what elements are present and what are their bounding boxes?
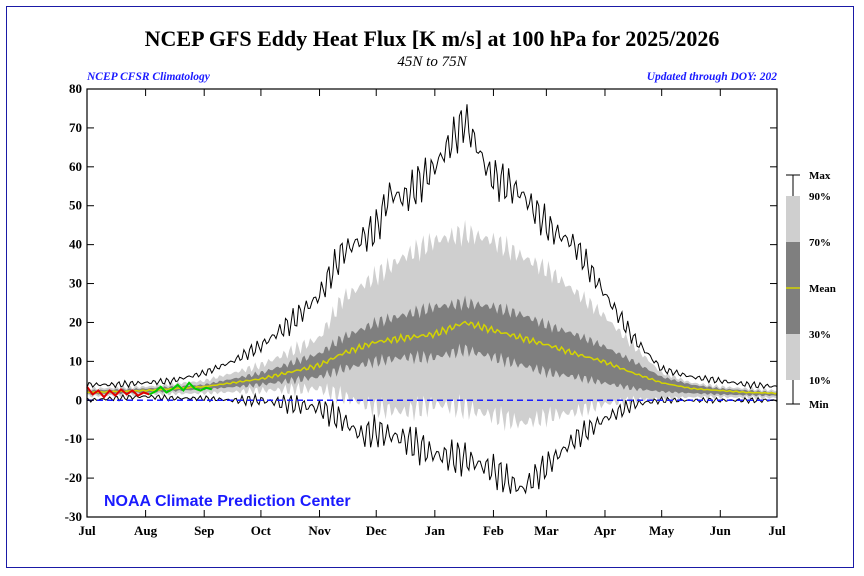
y-tick-label: 20 — [69, 314, 82, 329]
x-tick-label: Dec — [366, 523, 387, 538]
chart-subtitle: 45N to 75N — [397, 54, 467, 70]
legend-label: 70% — [809, 237, 831, 249]
x-tick-label: Jun — [710, 523, 732, 538]
max-line — [86, 104, 778, 390]
y-tick-label: 0 — [76, 392, 83, 407]
chart-frame — [6, 6, 854, 568]
legend-label: 10% — [809, 375, 831, 387]
updated-note: Updated through DOY: 202 — [647, 71, 777, 83]
legend-label: 90% — [809, 191, 831, 203]
y-tick-label: 60 — [69, 159, 82, 174]
chart-title: NCEP GFS Eddy Heat Flux [K m/s] at 100 h… — [145, 26, 720, 51]
y-tick-label: -10 — [65, 431, 82, 446]
credit-text: NOAA Climate Prediction Center — [104, 493, 351, 510]
x-tick-label: Mar — [534, 523, 559, 538]
y-axis: -30 -20 -10 0 10 20 30 40 50 60 70 80 — [65, 81, 777, 524]
x-tick-label: Sep — [194, 523, 214, 538]
y-tick-label: 50 — [69, 198, 82, 213]
x-tick-label: Apr — [594, 523, 617, 538]
plot-border — [86, 88, 778, 518]
y-tick-label: 30 — [69, 276, 82, 291]
y-tick-label: -20 — [65, 470, 82, 485]
legend-label: 30% — [809, 329, 831, 341]
legend-label: Mean — [809, 283, 836, 295]
climatology-note: NCEP CFSR Climatology — [86, 71, 211, 83]
band-30-70 — [87, 295, 777, 397]
x-tick-label: Jan — [425, 523, 446, 538]
x-tick-label: Jul — [768, 523, 786, 538]
x-tick-label: Jul — [78, 523, 96, 538]
mean-line — [86, 320, 778, 395]
y-tick-label: 10 — [69, 353, 82, 368]
x-axis: Jul Aug Sep Oct Nov Dec Jan Feb Mar Apr May Jun Jul — [78, 89, 786, 538]
y-tick-label: 40 — [69, 237, 82, 252]
plot-area — [86, 88, 778, 518]
y-tick-label: 70 — [69, 120, 82, 135]
observed-line-green — [148, 381, 213, 396]
observed-line-red — [86, 386, 150, 399]
y-tick-label: 80 — [69, 81, 82, 96]
x-tick-label: Aug — [134, 523, 158, 538]
x-tick-label: Nov — [308, 523, 331, 538]
legend: Max 90% 70% Mean 30% 10% Min — [786, 170, 836, 411]
min-line — [86, 392, 778, 495]
y-tick-label: -30 — [65, 509, 82, 524]
legend-label: Min — [809, 399, 829, 411]
x-tick-label: Oct — [251, 523, 272, 538]
legend-label: Max — [809, 170, 831, 182]
x-tick-label: May — [649, 523, 675, 538]
x-tick-label: Feb — [483, 523, 504, 538]
